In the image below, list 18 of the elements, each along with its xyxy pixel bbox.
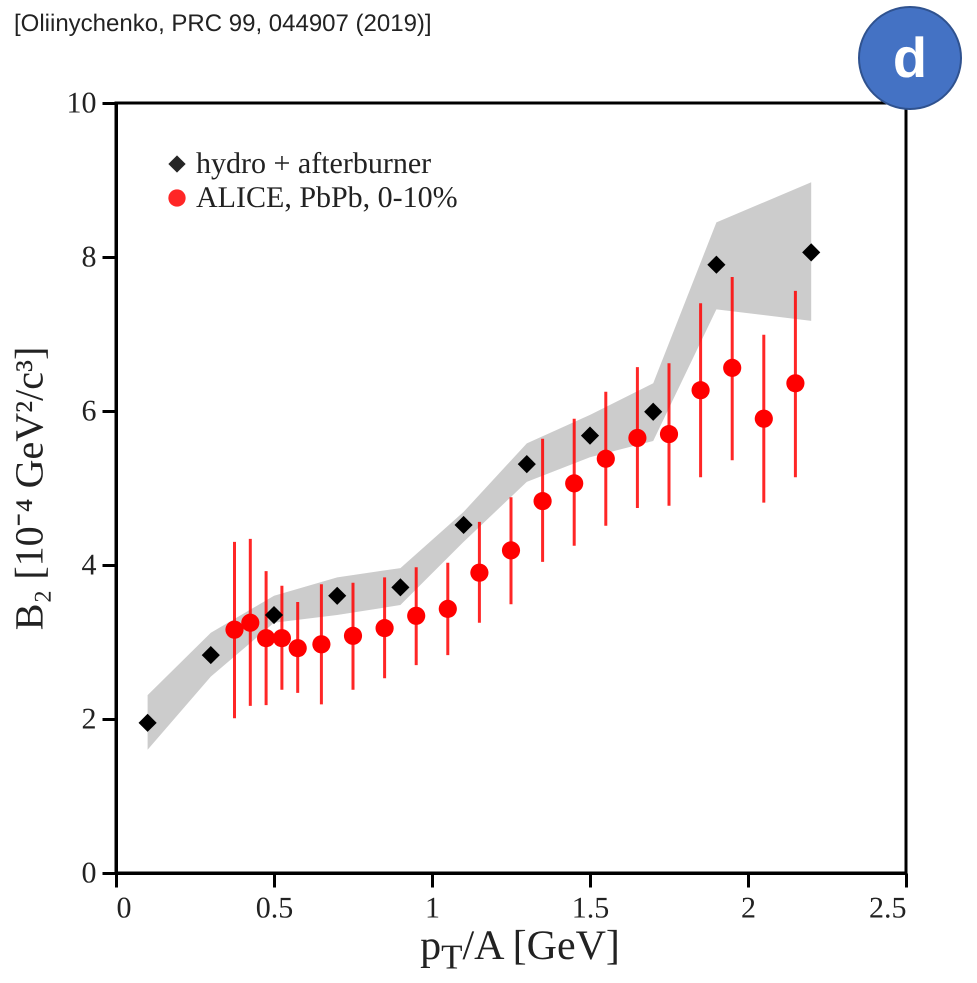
x-tick-label: 0 bbox=[116, 892, 132, 924]
y-tick-label: 4 bbox=[82, 548, 96, 582]
x-tick-label: 2 bbox=[741, 892, 756, 924]
y-tick-label: 8 bbox=[82, 240, 96, 274]
y-axis-title: B₂ [10⁻⁴ GeV²/c³] bbox=[6, 346, 52, 630]
x-tick-label: 0.5 bbox=[256, 892, 294, 924]
legend-label: ALICE, PbPb, 0-10% bbox=[196, 181, 458, 214]
legend-label: hydro + afterburner bbox=[196, 147, 432, 180]
x-axis-title: p$_{T}$/A [GeV] bbox=[420, 923, 620, 976]
x-tick-label: 1.5 bbox=[572, 892, 610, 924]
text: [Oliinychenko, PRC 99, 044907 (2019)] bbox=[14, 10, 432, 38]
x-tick-label: 1 bbox=[425, 892, 440, 924]
y-tick-label: 2 bbox=[82, 702, 96, 736]
y-tick-label: 6 bbox=[82, 394, 96, 428]
x-tick-label: 2.5 bbox=[869, 892, 906, 924]
y-tick-label: 0 bbox=[82, 856, 96, 890]
y-tick-label: 10 bbox=[66, 86, 96, 120]
label-badge: d bbox=[858, 6, 962, 110]
